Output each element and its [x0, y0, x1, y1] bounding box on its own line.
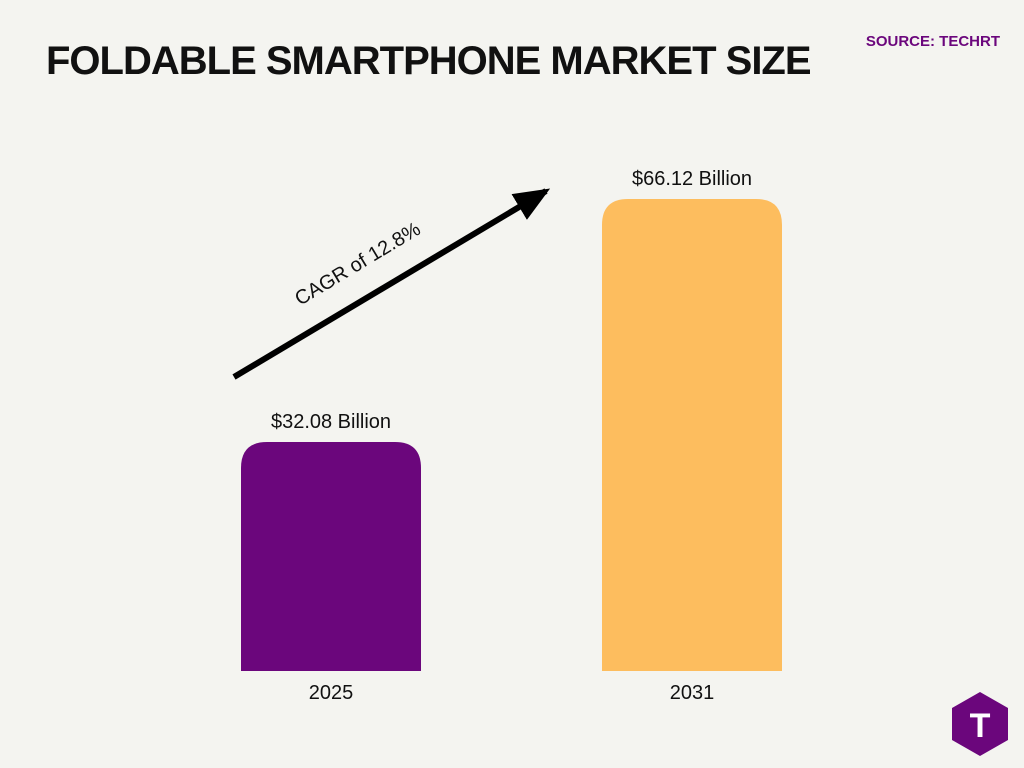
x-tick-label-2025: 2025	[309, 682, 354, 704]
brand-logo: T	[952, 692, 1008, 756]
cagr-label: CAGR of 12.8%	[291, 218, 424, 310]
logo-letter: T	[970, 707, 991, 745]
bar-2031	[602, 199, 782, 671]
value-label-2025: $32.08 Billion	[271, 411, 391, 433]
chart-title: FOLDABLE SMARTPHONE MARKET SIZE	[46, 39, 811, 83]
value-label-2031: $66.12 Billion	[632, 168, 752, 190]
source-label: SOURCE: TECHRT	[866, 33, 1000, 50]
bars-group: $32.08 Billion 2025 $66.12 Billion 2031	[241, 168, 782, 704]
x-tick-label-2031: 2031	[670, 682, 715, 704]
cagr-arrow: CAGR of 12.8%	[232, 188, 551, 380]
bar-2025	[241, 441, 421, 671]
techrt-logo-icon	[952, 692, 1008, 756]
arrow-up-right-icon	[232, 188, 551, 380]
